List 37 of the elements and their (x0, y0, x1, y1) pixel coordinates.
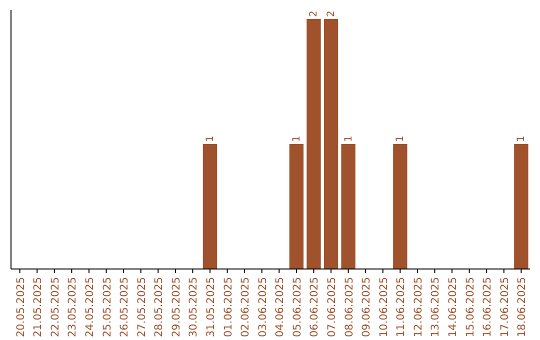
x-tick-label: 23.05.2025 (66, 277, 79, 338)
data-label: 1 (343, 136, 354, 142)
x-tick-label: 31.05.2025 (204, 277, 217, 338)
x-tick-label: 05.06.2025 (291, 277, 304, 338)
x-tick-label: 03.06.2025 (256, 277, 269, 338)
data-label: 1 (204, 136, 216, 142)
x-tick-label: 26.05.2025 (118, 277, 131, 338)
x-tick-label: 25.05.2025 (101, 277, 114, 338)
x-tick-label: 27.05.2025 (136, 277, 148, 338)
data-label: 1 (516, 136, 528, 142)
data-label: 2 (326, 10, 338, 17)
x-tick-label: 13.06.2025 (430, 277, 442, 338)
data-label: 1 (395, 136, 406, 142)
x-tick-label: 16.06.2025 (482, 277, 494, 338)
x-tick-label: 20.05.2025 (14, 277, 27, 338)
x-tick-label: 10.06.2025 (378, 277, 390, 338)
x-tick-label: 14.06.2025 (447, 277, 460, 338)
x-tick-label: 02.06.2025 (240, 277, 252, 338)
x-tick-label: 28.05.2025 (153, 277, 166, 338)
x-tick-label: 04.06.2025 (274, 277, 286, 338)
x-tick-label: 07.06.2025 (326, 277, 338, 338)
x-tick-label: 08.06.2025 (343, 277, 356, 338)
x-tick-label: 29.05.2025 (170, 277, 182, 338)
x-tick-label: 24.05.2025 (84, 277, 96, 338)
x-tick-label: 12.06.2025 (412, 277, 424, 338)
x-tick-label: 30.05.2025 (188, 277, 200, 338)
data-label: 2 (308, 10, 320, 17)
x-tick-label: 18.06.2025 (516, 277, 528, 338)
x-tick-label: 09.06.2025 (360, 277, 373, 338)
x-tick-label: 22.05.2025 (49, 277, 62, 338)
x-tick-label: 11.06.2025 (395, 277, 408, 338)
x-tick-label: 17.06.2025 (498, 277, 511, 338)
x-tick-label: 21.05.2025 (32, 277, 44, 338)
x-tick-label: 15.06.2025 (464, 277, 476, 338)
x-tick-label: 06.06.2025 (308, 277, 321, 338)
x-tick-label: 01.06.2025 (222, 277, 234, 338)
data-label: 1 (291, 136, 302, 142)
